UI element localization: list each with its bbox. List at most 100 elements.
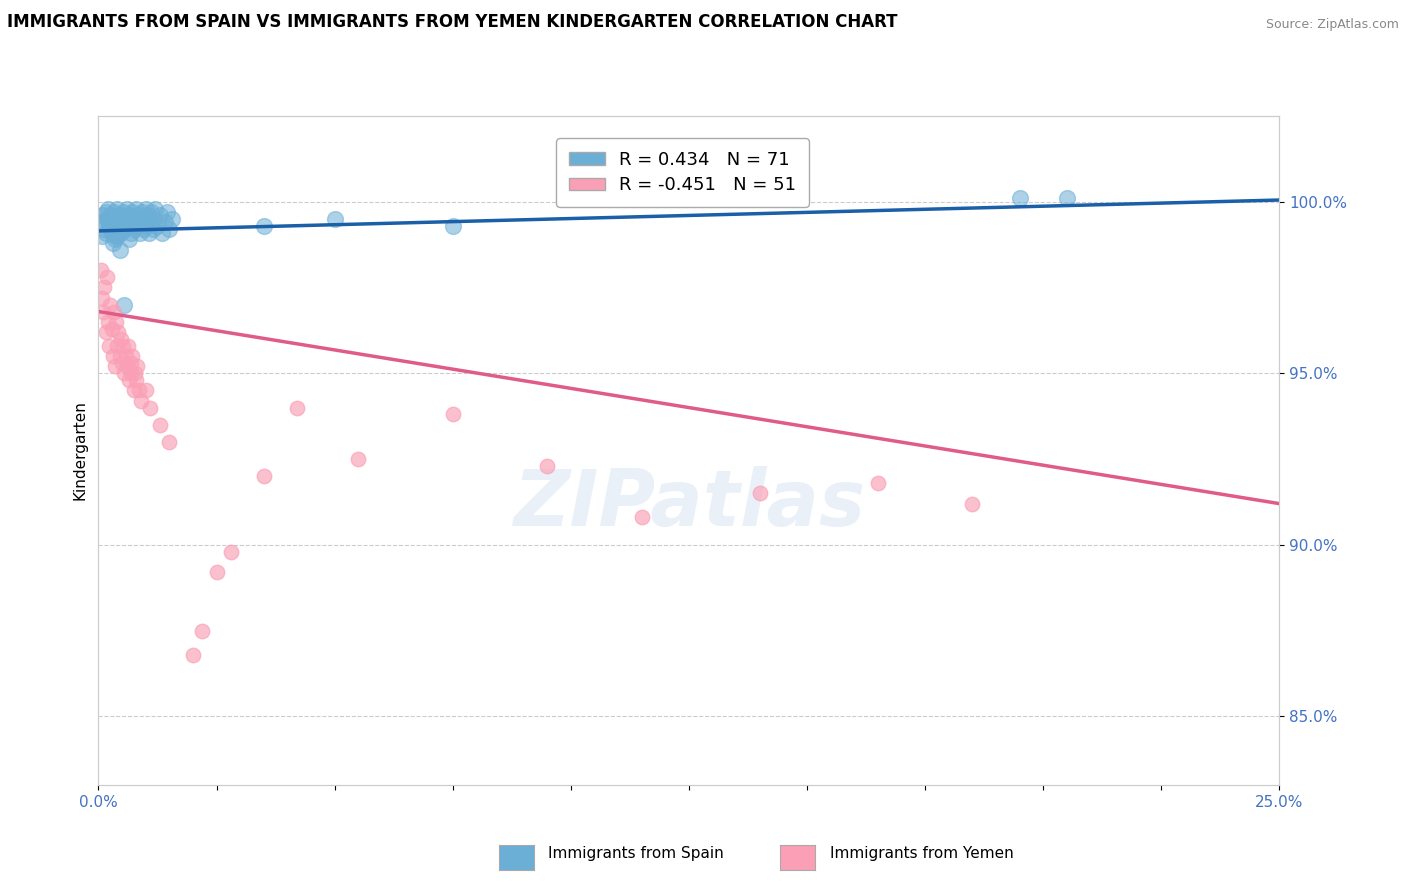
- Point: [97, 211, 120, 226]
- Point: [97, 219, 120, 233]
- Point: [253, 219, 276, 233]
- Point: [96, 211, 118, 226]
- Text: IMMIGRANTS FROM SPAIN VS IMMIGRANTS FROM YEMEN KINDERGARTEN CORRELATION CHART: IMMIGRANTS FROM SPAIN VS IMMIGRANTS FROM…: [7, 13, 897, 31]
- Point: [150, 226, 173, 240]
- Point: [111, 215, 134, 229]
- Point: [121, 205, 143, 219]
- Point: [112, 222, 135, 236]
- Point: [135, 219, 157, 233]
- Point: [122, 384, 145, 398]
- Point: [112, 366, 135, 380]
- Point: [93, 222, 115, 236]
- Point: [156, 205, 179, 219]
- Point: [104, 229, 127, 244]
- Legend: R = 0.434   N = 71, R = -0.451   N = 51: R = 0.434 N = 71, R = -0.451 N = 51: [557, 138, 808, 207]
- Y-axis label: Kindergarten: Kindergarten: [72, 401, 87, 500]
- Point: [105, 229, 128, 244]
- Point: [105, 315, 128, 329]
- Point: [108, 209, 131, 223]
- Point: [108, 349, 131, 363]
- Point: [117, 219, 139, 233]
- Point: [114, 211, 136, 226]
- Point: [110, 332, 132, 346]
- Point: [125, 202, 148, 216]
- Point: [120, 356, 142, 370]
- Point: [143, 211, 166, 226]
- Point: [441, 408, 464, 422]
- Point: [97, 315, 120, 329]
- Point: [94, 325, 117, 339]
- Point: [129, 226, 152, 240]
- Point: [98, 209, 121, 223]
- Point: [90, 263, 112, 277]
- Point: [115, 202, 138, 216]
- Point: [96, 270, 118, 285]
- Point: [105, 211, 128, 226]
- Point: [630, 510, 652, 524]
- Point: [157, 222, 180, 236]
- Point: [253, 469, 276, 483]
- Point: [118, 232, 141, 246]
- Point: [120, 226, 142, 240]
- Point: [139, 401, 162, 415]
- Point: [153, 215, 176, 229]
- Point: [121, 215, 143, 229]
- Point: [536, 458, 558, 473]
- Point: [146, 219, 169, 233]
- Point: [91, 304, 114, 318]
- Point: [138, 226, 160, 240]
- Point: [114, 349, 136, 363]
- Point: [105, 202, 128, 216]
- Point: [131, 205, 153, 219]
- Point: [90, 215, 112, 229]
- Point: [111, 222, 134, 236]
- Point: [91, 209, 114, 223]
- Point: [134, 211, 156, 226]
- Point: [323, 211, 346, 226]
- Point: [111, 339, 134, 353]
- Point: [104, 232, 127, 246]
- Point: [122, 222, 145, 236]
- Point: [105, 339, 128, 353]
- Text: ZIPatlas: ZIPatlas: [513, 466, 865, 542]
- Point: [101, 349, 124, 363]
- Text: Source: ZipAtlas.com: Source: ZipAtlas.com: [1265, 18, 1399, 31]
- Point: [111, 356, 134, 370]
- Point: [132, 222, 155, 236]
- Point: [866, 476, 889, 491]
- Point: [441, 219, 464, 233]
- Point: [219, 544, 242, 558]
- Point: [157, 434, 180, 449]
- Point: [149, 209, 172, 223]
- Text: Immigrants from Yemen: Immigrants from Yemen: [830, 847, 1014, 861]
- Point: [91, 291, 114, 305]
- Point: [93, 280, 115, 294]
- Point: [139, 215, 162, 229]
- Point: [142, 222, 165, 236]
- Point: [1008, 191, 1031, 205]
- Point: [748, 486, 770, 500]
- Point: [118, 209, 141, 223]
- Point: [98, 298, 121, 312]
- Point: [112, 298, 135, 312]
- Point: [124, 366, 146, 380]
- Point: [160, 211, 183, 226]
- Text: Immigrants from Spain: Immigrants from Spain: [548, 847, 724, 861]
- Point: [97, 339, 120, 353]
- Point: [121, 349, 143, 363]
- Point: [135, 384, 157, 398]
- Point: [115, 359, 138, 374]
- Point: [101, 215, 124, 229]
- Point: [347, 452, 370, 467]
- Point: [129, 215, 152, 229]
- Point: [107, 219, 129, 233]
- Point: [94, 226, 117, 240]
- Point: [104, 222, 127, 236]
- Point: [98, 219, 121, 233]
- Point: [962, 497, 984, 511]
- Point: [103, 304, 125, 318]
- Point: [128, 384, 150, 398]
- Point: [285, 401, 308, 415]
- Point: [115, 215, 138, 229]
- Point: [143, 202, 166, 216]
